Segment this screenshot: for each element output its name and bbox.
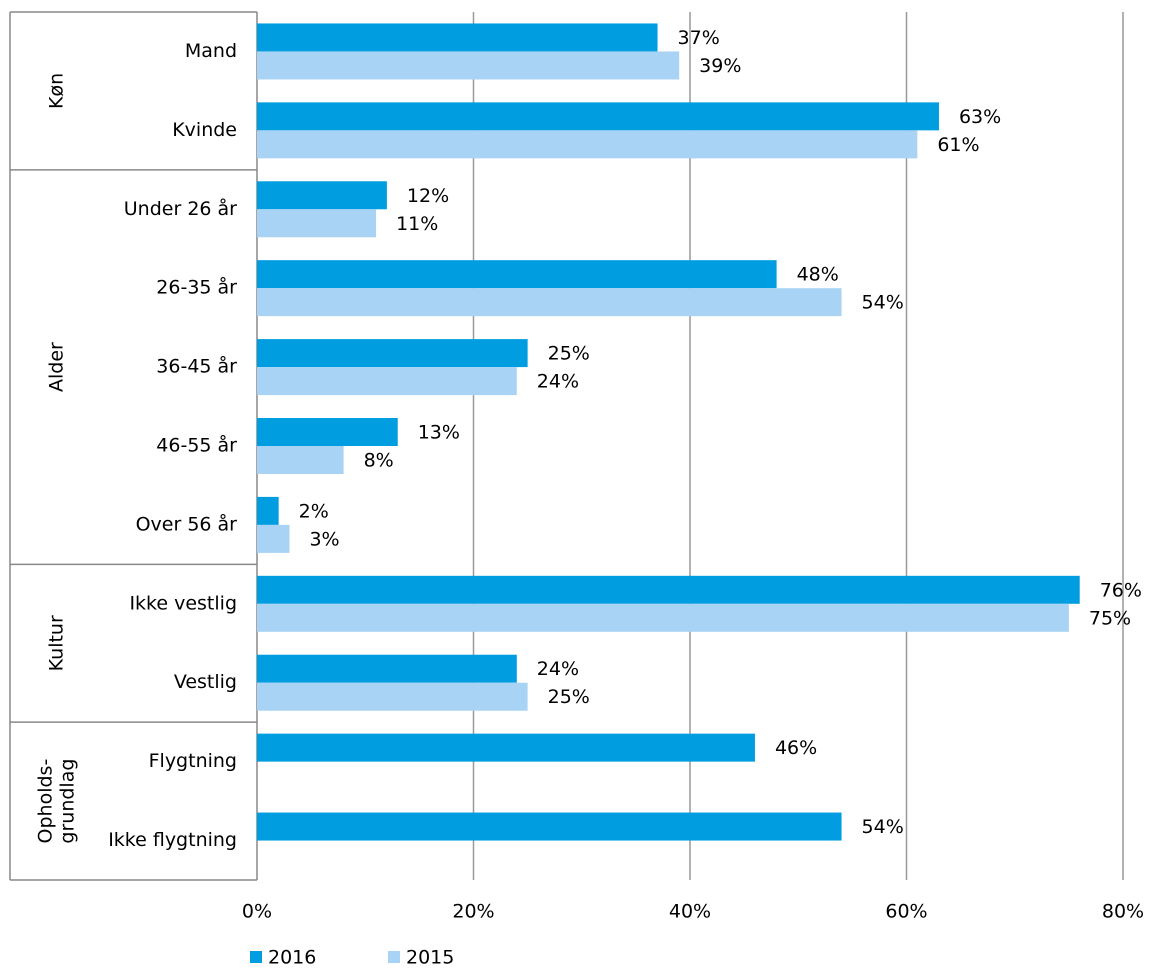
value-label: 25%	[548, 686, 590, 708]
legend-swatch	[250, 951, 262, 963]
value-label: 24%	[537, 658, 579, 680]
bar	[257, 181, 387, 210]
value-label: 61%	[937, 134, 979, 156]
value-label: 13%	[418, 422, 460, 444]
y-tick-label: 36-45 år	[156, 355, 237, 378]
value-label: 48%	[797, 264, 839, 286]
legend-label: 2015	[406, 947, 454, 968]
x-tick-label: 40%	[669, 901, 711, 923]
y-tick-label: Vestlig	[174, 671, 237, 693]
value-label: 75%	[1089, 607, 1131, 629]
bar	[257, 260, 777, 289]
bar	[257, 496, 279, 525]
y-tick-label: Ikke vestlig	[129, 592, 237, 614]
bar	[257, 682, 528, 711]
y-tick-label: Flygtning	[149, 750, 237, 772]
value-label: 2%	[299, 500, 329, 522]
bar	[257, 812, 842, 841]
bar	[257, 23, 658, 52]
y-tick-label: 26-35 år	[156, 276, 237, 299]
y-tick-label: 46-55 år	[156, 434, 237, 457]
bar	[257, 209, 377, 238]
bar	[257, 446, 344, 474]
y-tick-label: Mand	[185, 40, 237, 62]
value-label: 8%	[364, 450, 394, 472]
value-label: 11%	[396, 213, 438, 235]
legend-label: 2016	[268, 947, 316, 968]
value-label: 24%	[537, 371, 579, 393]
bar	[257, 733, 755, 762]
value-label: 3%	[309, 528, 339, 550]
y-tick-label: Kvinde	[172, 119, 237, 141]
bar	[257, 130, 918, 159]
group-label: Opholds-	[35, 759, 57, 844]
value-label: 54%	[862, 816, 904, 838]
group-label: Alder	[46, 342, 68, 392]
value-label: 76%	[1100, 579, 1142, 601]
bar	[257, 288, 842, 317]
bar	[257, 51, 680, 80]
value-label: 63%	[959, 106, 1001, 128]
bar	[257, 339, 528, 368]
group-label: grundlag	[57, 759, 79, 844]
bar	[257, 418, 398, 446]
y-tick-label: Over 56 år	[136, 512, 238, 535]
value-label: 37%	[678, 27, 720, 49]
y-tick-label: Ikke flygtning	[108, 829, 237, 851]
bar	[257, 603, 1069, 632]
value-label: 39%	[699, 55, 741, 77]
x-tick-label: 80%	[1102, 901, 1144, 923]
x-tick-label: 0%	[242, 901, 272, 923]
bar	[257, 575, 1080, 604]
group-label: Køn	[46, 73, 68, 109]
legend-swatch	[388, 951, 400, 963]
bar	[257, 367, 517, 396]
y-tick-label: Under 26 år	[124, 197, 237, 220]
value-label: 46%	[775, 737, 817, 759]
x-tick-label: 20%	[452, 901, 494, 923]
bar	[257, 524, 290, 553]
bar	[257, 102, 939, 131]
value-label: 12%	[407, 185, 449, 207]
group-label: Kultur	[46, 615, 68, 671]
x-tick-label: 60%	[885, 901, 927, 923]
bar	[257, 654, 517, 683]
value-label: 25%	[548, 343, 590, 365]
value-label: 54%	[862, 292, 904, 314]
